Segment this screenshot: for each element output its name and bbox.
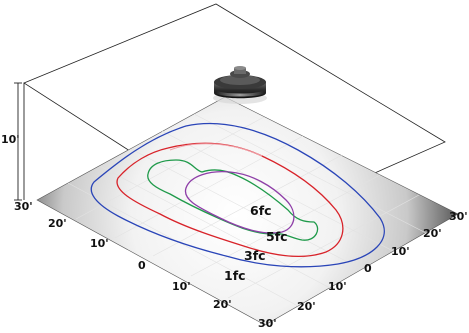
left-axis-label: 30' [14, 200, 33, 213]
left-axis-label: 10' [90, 237, 109, 250]
left-axis-label: 20' [213, 298, 232, 311]
left-axis-label: 10' [172, 280, 191, 293]
contour-label-1fc: 1fc [224, 268, 246, 283]
contour-label-6fc: 6fc [250, 203, 272, 218]
right-axis-labels: 30' 20' 10' 0 10' 20' [297, 210, 468, 313]
right-axis-label: 0 [364, 262, 372, 275]
contour-inner-highlight [169, 143, 263, 157]
height-bracket [14, 82, 25, 201]
right-axis-label: 30' [449, 210, 468, 223]
floor-plane [36, 96, 459, 326]
light-fixture-icon [213, 66, 267, 104]
left-axis-labels: 30' 20' 10' 0 10' 20' 30' [14, 200, 277, 330]
left-axis-label: 0 [138, 259, 146, 272]
contour-label-3fc: 3fc [244, 248, 266, 263]
left-axis-label: 20' [48, 217, 67, 230]
right-axis-label: 20' [423, 227, 442, 240]
right-axis-label: 20' [297, 300, 316, 313]
contour-5fc [147, 159, 319, 241]
left-axis-label: 30' [258, 317, 277, 330]
floor-grid [67, 113, 427, 307]
ceiling-height-label: 10' [1, 133, 20, 146]
right-axis-label: 10' [328, 280, 347, 293]
contour-1fc [90, 122, 385, 268]
contour-6fc [184, 170, 295, 234]
isofootcandle-contours [90, 122, 385, 268]
contour-label-5fc: 5fc [266, 229, 288, 244]
right-axis-label: 10' [391, 245, 410, 258]
contour-3fc [116, 142, 344, 257]
